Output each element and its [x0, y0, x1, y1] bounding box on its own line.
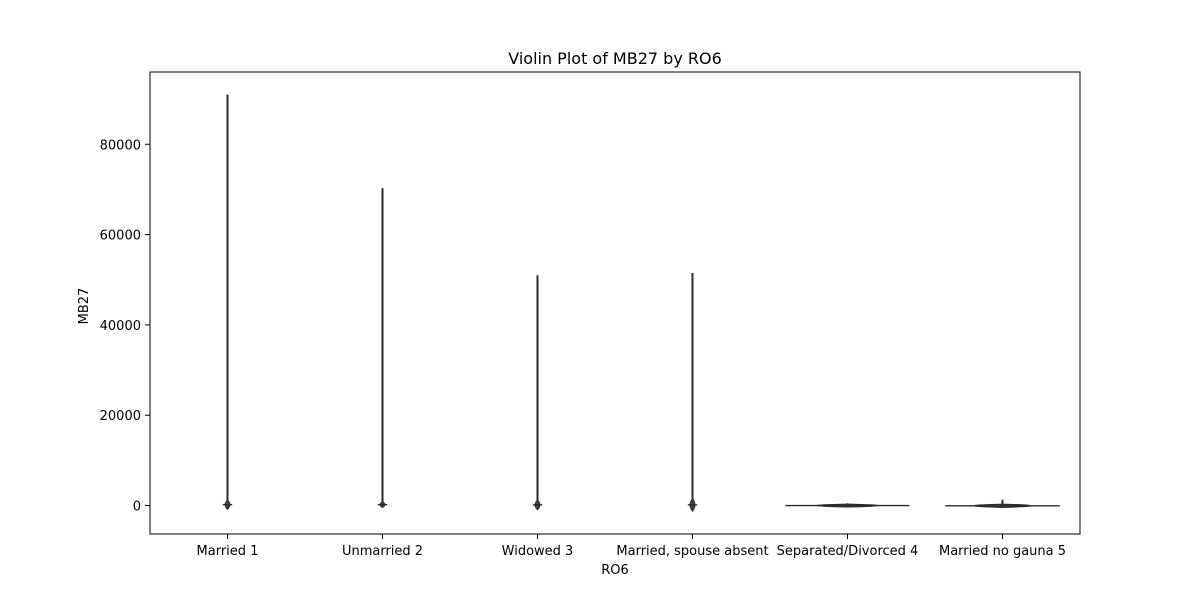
y-axis-label: MB27	[77, 288, 92, 325]
violin-4	[687, 272, 698, 512]
x-tick-label: Widowed 3	[502, 544, 574, 559]
violin-5	[785, 503, 910, 508]
violin-2	[377, 188, 388, 509]
plot-area	[149, 71, 1081, 535]
x-axis-label: RO6	[601, 563, 629, 578]
x-tick-label: Unmarried 2	[342, 544, 423, 559]
x-tick-label: Married 1	[197, 544, 259, 559]
y-tick-label: 0	[133, 500, 141, 515]
x-tick-label: Married, spouse absent	[616, 544, 768, 559]
violin-6	[945, 499, 1060, 508]
y-tick-label: 20000	[100, 409, 141, 424]
y-axis: 0 20000 40000 60000 80000	[100, 138, 150, 515]
x-tick-label: Separated/Divorced 4	[777, 544, 919, 559]
y-tick-label: 80000	[100, 138, 141, 153]
y-tick-label: 60000	[100, 229, 141, 244]
chart-title: Violin Plot of MB27 by RO6	[508, 49, 722, 68]
plot-frame	[149, 71, 1081, 535]
x-tick-label: Married no gauna 5	[939, 544, 1066, 559]
violin-3	[532, 275, 543, 511]
x-axis: Married 1 Unmarried 2 Widowed 3 Married, sp…	[197, 534, 1066, 559]
violin-1	[222, 94, 233, 510]
y-tick-label: 40000	[100, 319, 141, 334]
